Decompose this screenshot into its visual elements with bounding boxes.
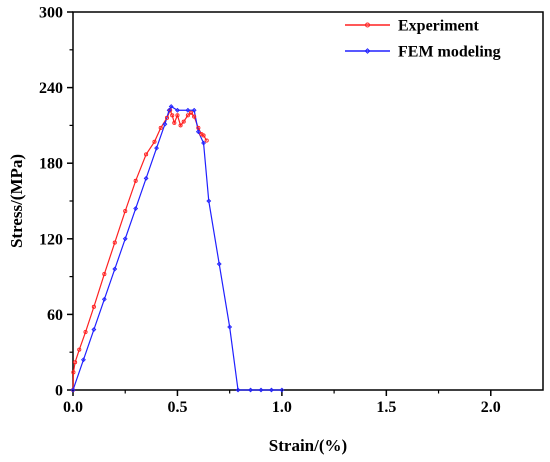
data-point-experiment bbox=[172, 120, 177, 125]
data-point-fem-modeling bbox=[279, 387, 285, 393]
data-point-fem-modeling bbox=[206, 198, 212, 204]
data-point-experiment bbox=[192, 114, 197, 119]
data-point-fem-modeling bbox=[81, 357, 86, 363]
data-point-fem-modeling bbox=[91, 327, 97, 332]
data-point-experiment bbox=[133, 178, 138, 183]
data-point-experiment bbox=[77, 347, 82, 352]
data-point-fem-modeling bbox=[258, 387, 264, 393]
data-point-experiment bbox=[91, 304, 96, 309]
y-axis-title: Stress/(MPa) bbox=[7, 154, 26, 248]
y-tick-label: 60 bbox=[47, 307, 63, 324]
axis-tick-labels: 0.0 0.5 1.0 1.5 2.0 0 60 120 180 240 300 bbox=[39, 5, 501, 417]
data-point-experiment bbox=[112, 240, 117, 245]
data-point-fem-modeling bbox=[122, 236, 128, 242]
data-point-experiment bbox=[168, 108, 173, 113]
data-point-fem-modeling bbox=[248, 387, 253, 393]
data-point-experiment bbox=[144, 152, 149, 157]
data-point-experiment bbox=[181, 119, 186, 124]
series-line-experiment bbox=[72, 108, 208, 391]
x-tick-label: 0.0 bbox=[63, 399, 83, 416]
series-line-fem-modeling bbox=[72, 105, 282, 391]
data-point-fem-modeling bbox=[175, 107, 180, 113]
x-tick-label: 1.5 bbox=[376, 399, 396, 416]
axis-ticks bbox=[67, 11, 492, 396]
plot-frame bbox=[72, 11, 544, 391]
data-point-fem-modeling bbox=[154, 145, 159, 151]
data-point-fem-modeling bbox=[216, 261, 222, 267]
data-point-fem-modeling bbox=[70, 387, 76, 393]
legend-label-experiment: Experiment bbox=[398, 18, 480, 35]
series-markers bbox=[70, 104, 285, 393]
data-point-experiment bbox=[170, 113, 175, 118]
legend-marker-fem-modeling bbox=[364, 48, 371, 54]
y-tick-label: 300 bbox=[39, 5, 63, 22]
data-point-fem-modeling bbox=[112, 266, 118, 272]
data-point-experiment bbox=[73, 360, 78, 365]
data-point-fem-modeling bbox=[235, 387, 241, 393]
data-point-fem-modeling bbox=[143, 175, 149, 181]
data-point-experiment bbox=[175, 113, 180, 118]
data-point-fem-modeling bbox=[166, 107, 172, 113]
legend: Experiment FEM modeling bbox=[345, 18, 501, 61]
data-point-fem-modeling bbox=[269, 387, 274, 393]
data-point-experiment bbox=[188, 110, 194, 115]
data-point-fem-modeling bbox=[201, 140, 206, 146]
legend-marker-experiment bbox=[365, 22, 370, 28]
y-tick-label: 0 bbox=[55, 383, 63, 400]
data-point-experiment bbox=[71, 370, 76, 375]
series-lines bbox=[72, 105, 282, 391]
data-point-fem-modeling bbox=[168, 104, 174, 109]
y-tick-label: 120 bbox=[39, 231, 63, 248]
x-axis-title: Strain/(%) bbox=[269, 436, 347, 455]
data-point-fem-modeling bbox=[185, 107, 191, 113]
y-tick-label: 240 bbox=[39, 80, 63, 97]
data-point-fem-modeling bbox=[162, 121, 168, 127]
data-point-experiment bbox=[178, 123, 183, 128]
data-point-experiment bbox=[83, 329, 88, 335]
data-point-experiment bbox=[158, 125, 163, 130]
data-point-fem-modeling bbox=[101, 296, 107, 302]
x-tick-label: 1.0 bbox=[272, 399, 292, 416]
x-tick-label: 0.5 bbox=[167, 399, 187, 416]
data-point-experiment bbox=[123, 209, 128, 214]
plot-border bbox=[72, 11, 544, 391]
x-tick-label: 2.0 bbox=[481, 399, 501, 416]
y-tick-label: 180 bbox=[39, 156, 63, 173]
data-point-fem-modeling bbox=[133, 206, 139, 211]
data-point-experiment bbox=[204, 138, 209, 143]
data-point-experiment bbox=[201, 133, 206, 138]
data-point-experiment bbox=[164, 115, 170, 120]
data-point-experiment bbox=[185, 113, 190, 118]
data-point-fem-modeling bbox=[195, 129, 201, 135]
data-point-experiment bbox=[102, 272, 107, 277]
data-point-experiment bbox=[152, 139, 157, 144]
data-point-fem-modeling bbox=[227, 324, 233, 330]
data-point-fem-modeling bbox=[191, 107, 197, 113]
legend-label-fem-modeling: FEM modeling bbox=[398, 44, 501, 61]
